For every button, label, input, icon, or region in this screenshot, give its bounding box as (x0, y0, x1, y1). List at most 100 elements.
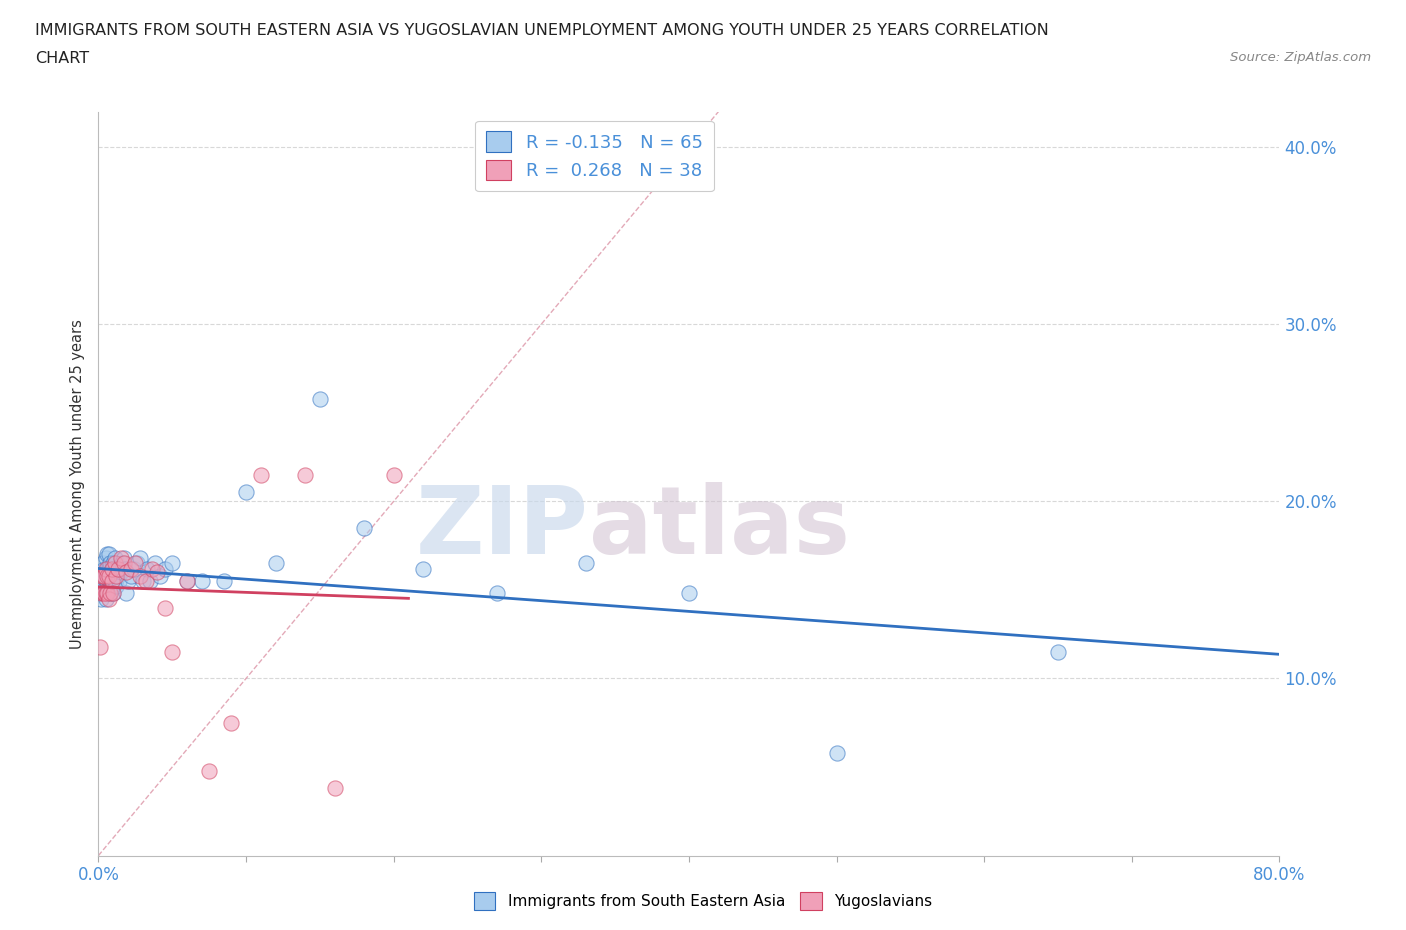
Point (153, 561, 176, 576)
Point (323, 781, 346, 796)
Point (96, 568, 118, 583)
Point (93, 586, 115, 601)
Point (162, 644, 184, 659)
Point (90, 565, 112, 579)
Text: Source: ZipAtlas.com: Source: ZipAtlas.com (1230, 51, 1371, 64)
Text: ZIP: ZIP (416, 483, 589, 574)
Point (90, 591, 112, 606)
Point (115, 565, 138, 579)
Point (1046, 644, 1070, 659)
Point (108, 574, 131, 589)
Point (112, 551, 135, 565)
Point (825, 746, 848, 761)
Point (91, 568, 114, 583)
Point (115, 586, 138, 601)
Point (93, 586, 115, 601)
Point (382, 467, 405, 482)
Point (114, 561, 136, 576)
Point (93, 561, 115, 576)
Point (250, 467, 273, 482)
Point (139, 574, 162, 589)
Point (96, 586, 118, 601)
Point (294, 467, 316, 482)
Point (110, 565, 132, 579)
Point (104, 574, 127, 589)
Point (112, 556, 135, 571)
Point (89, 574, 111, 589)
Point (93, 574, 115, 589)
Point (132, 574, 155, 589)
Point (117, 574, 139, 589)
Point (146, 565, 169, 579)
Point (176, 574, 198, 589)
Point (353, 521, 375, 536)
Point (120, 568, 142, 583)
Text: IMMIGRANTS FROM SOUTH EASTERN ASIA VS YUGOSLAVIAN UNEMPLOYMENT AMONG YOUTH UNDER: IMMIGRANTS FROM SOUTH EASTERN ASIA VS YU… (35, 23, 1049, 38)
Point (198, 764, 221, 778)
Point (105, 578, 128, 593)
Point (107, 561, 129, 576)
Y-axis label: Unemployment Among Youth under 25 years: Unemployment Among Youth under 25 years (70, 319, 86, 648)
Point (98, 574, 121, 589)
Point (93, 568, 115, 583)
Point (125, 556, 148, 571)
Legend: Immigrants from South Eastern Asia, Yugoslavians: Immigrants from South Eastern Asia, Yugo… (467, 884, 939, 918)
Point (120, 561, 142, 576)
Point (94, 586, 117, 601)
Point (105, 568, 128, 583)
Point (104, 551, 127, 565)
Point (128, 568, 150, 583)
Point (678, 586, 700, 601)
Point (135, 574, 157, 589)
Point (94, 565, 117, 579)
Point (162, 556, 184, 571)
Point (103, 574, 125, 589)
Point (105, 561, 128, 576)
Point (89, 639, 111, 654)
Point (94, 574, 117, 589)
Point (90, 586, 112, 601)
Point (104, 556, 127, 571)
Point (124, 556, 146, 571)
Point (153, 600, 176, 615)
Point (96, 547, 118, 562)
Point (122, 561, 145, 576)
Point (575, 556, 598, 571)
Point (141, 561, 163, 576)
Point (221, 715, 243, 730)
Point (98, 556, 121, 571)
Point (96, 561, 118, 576)
Point (100, 561, 122, 576)
Point (110, 551, 132, 565)
Legend: R = -0.135   N = 65, R =  0.268   N = 38: R = -0.135 N = 65, R = 0.268 N = 38 (475, 121, 714, 192)
Point (91, 582, 114, 597)
Point (91, 574, 114, 589)
Point (97, 561, 120, 576)
Point (191, 574, 214, 589)
Point (97, 574, 120, 589)
Point (91, 586, 114, 601)
Point (107, 568, 129, 583)
Point (97, 582, 120, 597)
Point (90, 568, 112, 583)
Point (96, 586, 118, 601)
Point (97, 547, 120, 562)
Point (486, 586, 509, 601)
Point (91, 556, 114, 571)
Point (136, 561, 159, 576)
Point (94, 591, 117, 606)
Point (149, 568, 172, 583)
Point (97, 568, 120, 583)
Text: atlas: atlas (589, 483, 849, 574)
Point (103, 586, 125, 601)
Point (98, 586, 121, 601)
Point (100, 561, 122, 576)
Point (143, 556, 166, 571)
Point (128, 551, 150, 565)
Point (412, 561, 434, 576)
Point (97, 591, 120, 606)
Point (235, 485, 257, 500)
Point (176, 574, 198, 589)
Text: CHART: CHART (35, 51, 89, 66)
Point (98, 586, 121, 601)
